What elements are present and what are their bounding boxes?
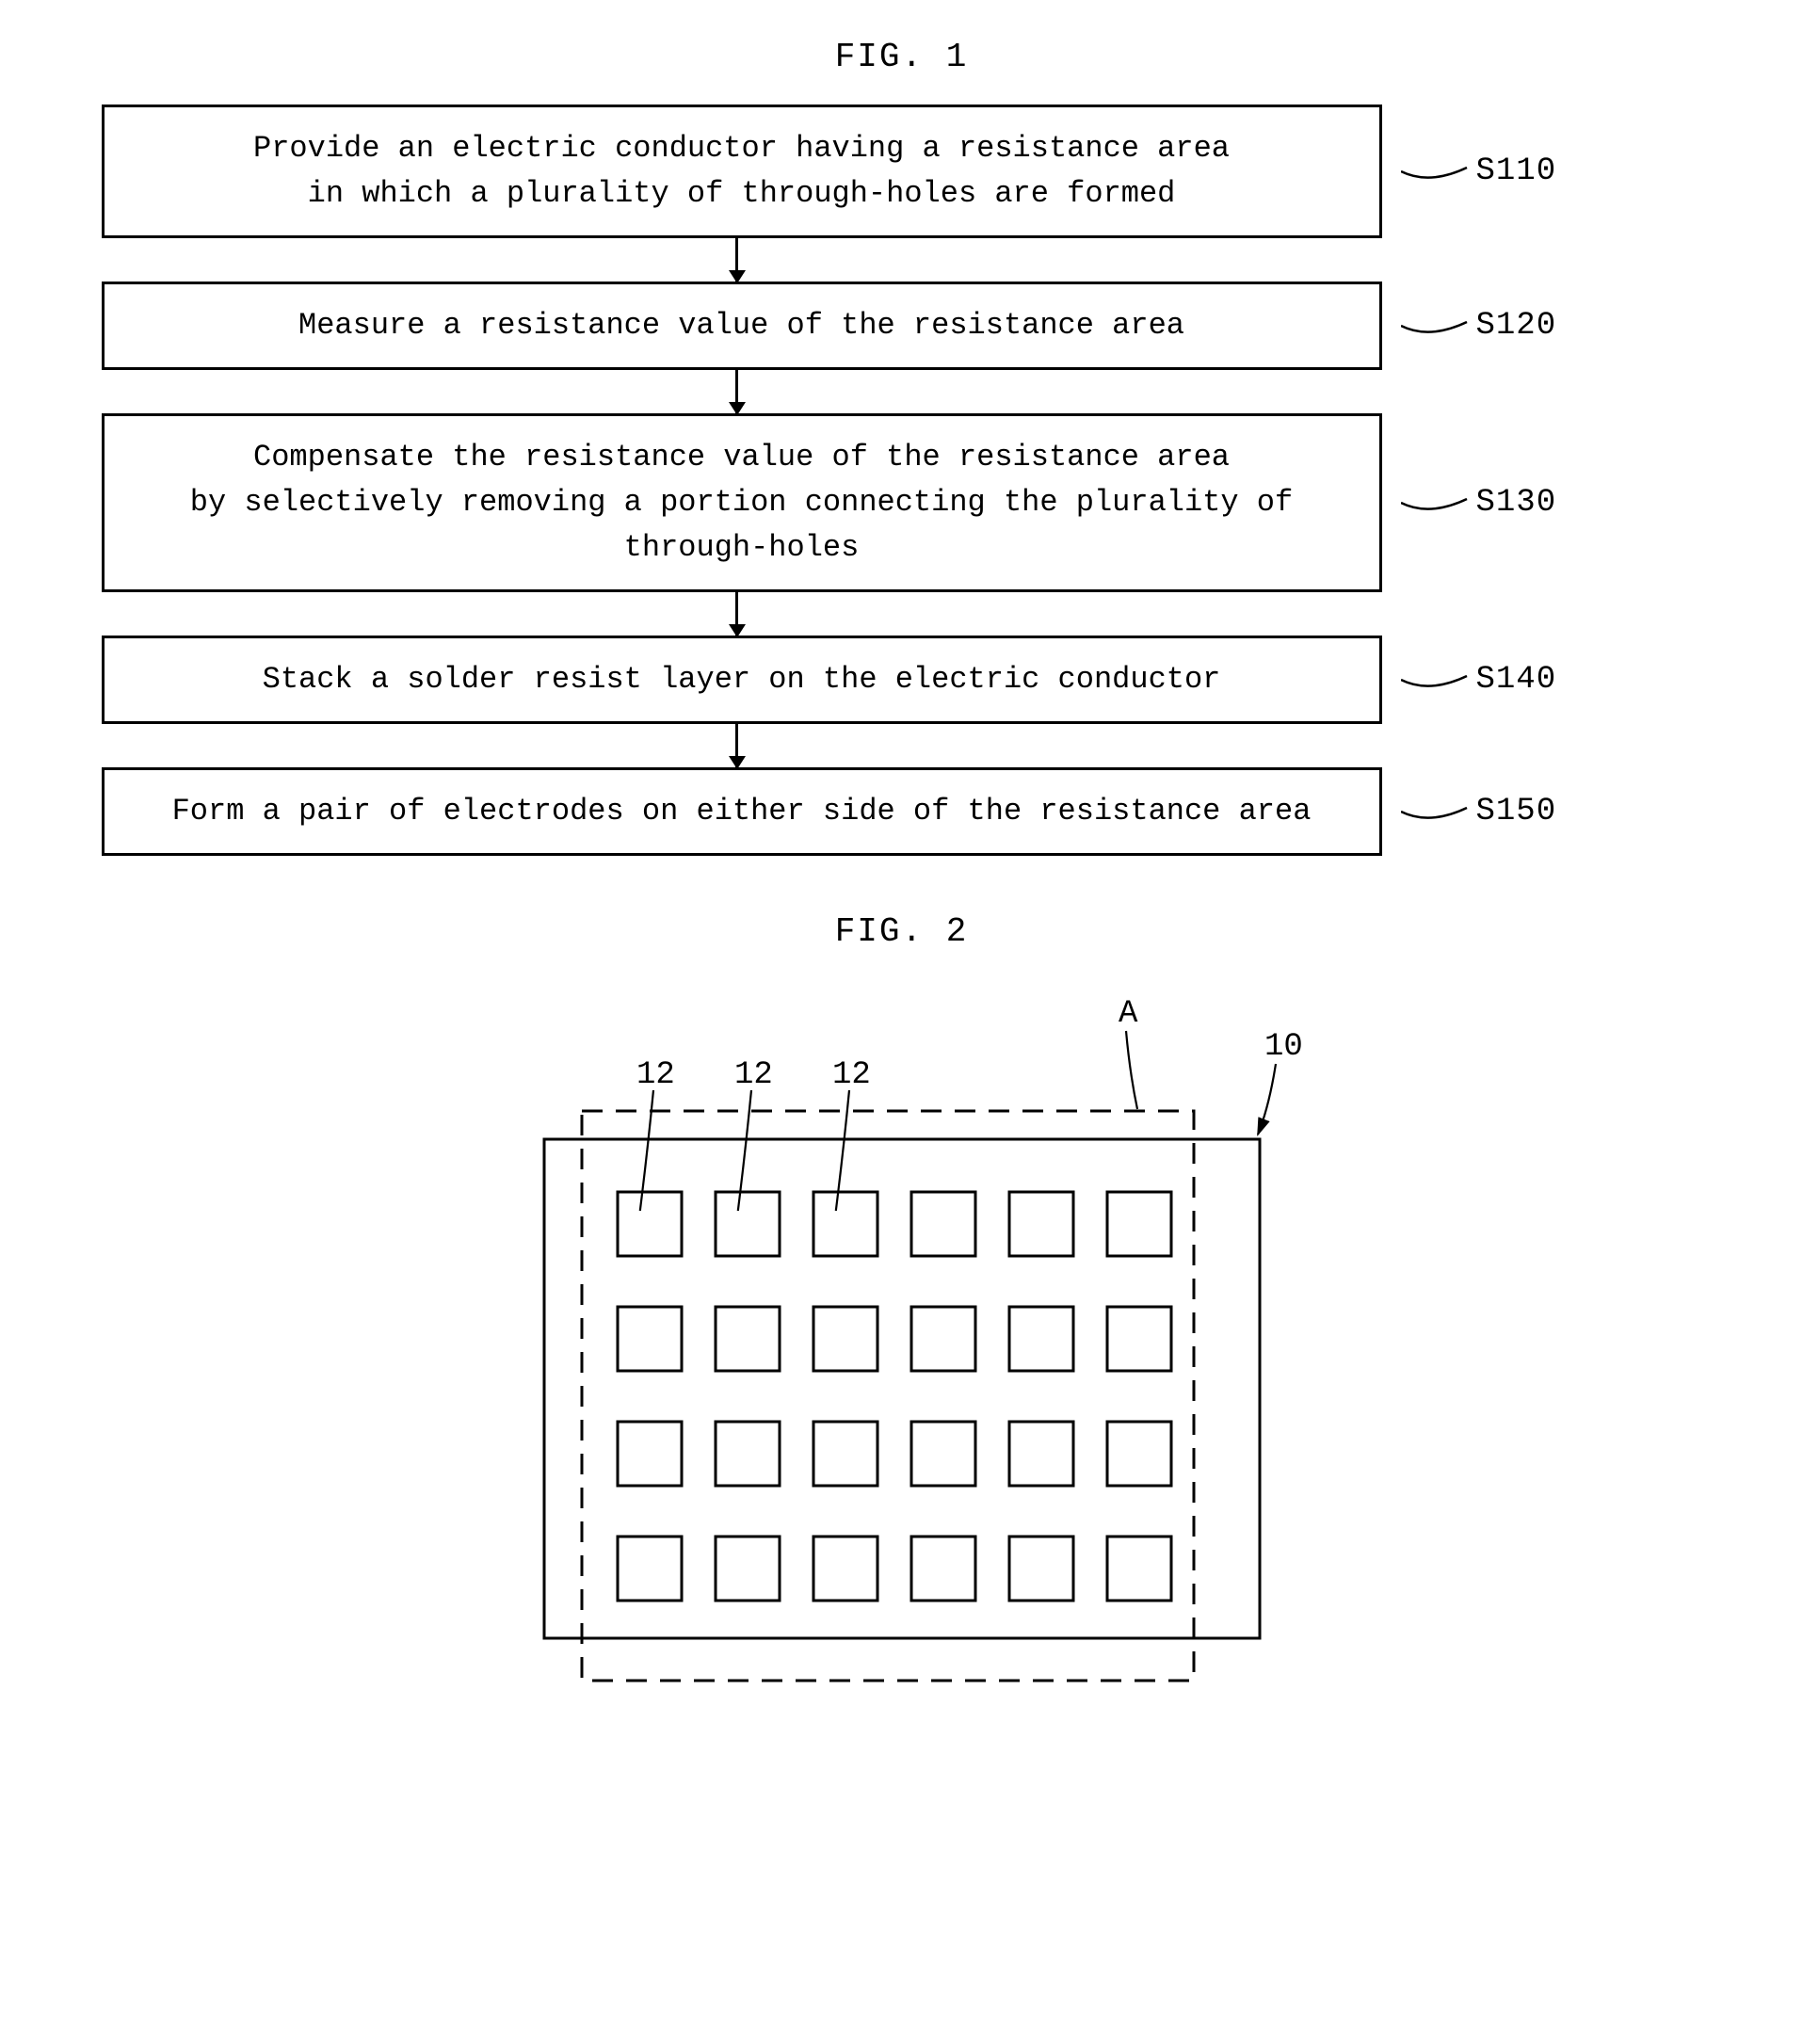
through-hole bbox=[1107, 1537, 1171, 1601]
through-hole bbox=[618, 1192, 682, 1256]
flow-step: Measure a resistance value of the resist… bbox=[102, 282, 1702, 370]
step-label: S130 bbox=[1476, 485, 1557, 521]
figure-2: FIG. 2 A 10 12 12 12 bbox=[75, 912, 1728, 1732]
resistance-area-outline bbox=[582, 1111, 1194, 1681]
flow-arrow-icon bbox=[735, 724, 738, 767]
flow-box: Stack a solder resist layer on the elect… bbox=[102, 636, 1382, 724]
through-hole bbox=[1009, 1307, 1073, 1371]
through-hole bbox=[911, 1307, 975, 1371]
through-hole bbox=[1107, 1422, 1171, 1486]
leader-arrow-icon bbox=[1258, 1064, 1276, 1135]
step-label-wrap: S140 bbox=[1382, 661, 1702, 699]
through-hole bbox=[618, 1422, 682, 1486]
flow-box: Measure a resistance value of the resist… bbox=[102, 282, 1382, 370]
figure-2-title: FIG. 2 bbox=[75, 912, 1728, 951]
flow-arrow-icon bbox=[735, 370, 738, 413]
through-hole bbox=[813, 1422, 877, 1486]
hole-label: 12 bbox=[832, 1057, 871, 1093]
figure-1-title: FIG. 1 bbox=[75, 38, 1728, 76]
through-hole bbox=[716, 1192, 780, 1256]
through-hole bbox=[716, 1422, 780, 1486]
conductor-label: 10 bbox=[1264, 1029, 1303, 1065]
through-hole bbox=[1009, 1422, 1073, 1486]
step-label-wrap: S130 bbox=[1382, 484, 1702, 522]
flow-step: Provide an electric conductor having a r… bbox=[102, 105, 1702, 238]
through-hole bbox=[1009, 1537, 1073, 1601]
flow-box: Compensate the resistance value of the r… bbox=[102, 413, 1382, 592]
through-hole bbox=[1009, 1192, 1073, 1256]
step-label: S140 bbox=[1476, 662, 1557, 698]
through-hole bbox=[716, 1307, 780, 1371]
figure-2-diagram: A 10 12 12 12 bbox=[459, 979, 1344, 1732]
through-hole bbox=[1107, 1192, 1171, 1256]
flow-step: Stack a solder resist layer on the elect… bbox=[102, 636, 1702, 724]
step-label-wrap: S150 bbox=[1382, 793, 1702, 830]
through-hole bbox=[911, 1537, 975, 1601]
through-hole bbox=[813, 1537, 877, 1601]
step-label: S150 bbox=[1476, 794, 1557, 829]
flow-step: Compensate the resistance value of the r… bbox=[102, 413, 1702, 592]
area-label: A bbox=[1119, 996, 1138, 1032]
step-label-wrap: S120 bbox=[1382, 307, 1702, 345]
through-hole bbox=[618, 1307, 682, 1371]
leader-line-icon bbox=[1401, 661, 1476, 699]
figure-2-diagram-wrap: A 10 12 12 12 bbox=[75, 979, 1728, 1732]
leader-line-icon bbox=[1401, 484, 1476, 522]
flow-step: Form a pair of electrodes on either side… bbox=[102, 767, 1702, 856]
through-hole bbox=[813, 1307, 877, 1371]
figure-1: FIG. 1 Provide an electric conductor hav… bbox=[75, 38, 1728, 856]
through-hole bbox=[1107, 1307, 1171, 1371]
through-hole bbox=[716, 1537, 780, 1601]
step-label-wrap: S110 bbox=[1382, 153, 1702, 190]
leader-line-icon bbox=[1401, 153, 1476, 190]
conductor-outline bbox=[544, 1139, 1260, 1638]
through-hole bbox=[618, 1537, 682, 1601]
leader-line-icon bbox=[1401, 307, 1476, 345]
hole-label: 12 bbox=[636, 1057, 675, 1093]
flow-arrow-icon bbox=[735, 592, 738, 636]
step-label: S120 bbox=[1476, 308, 1557, 344]
step-label: S110 bbox=[1476, 153, 1557, 189]
leader-line-icon bbox=[1126, 1031, 1137, 1109]
through-hole bbox=[813, 1192, 877, 1256]
flowchart: Provide an electric conductor having a r… bbox=[102, 105, 1702, 856]
flow-box: Provide an electric conductor having a r… bbox=[102, 105, 1382, 238]
through-hole bbox=[911, 1192, 975, 1256]
flow-box: Form a pair of electrodes on either side… bbox=[102, 767, 1382, 856]
through-hole bbox=[911, 1422, 975, 1486]
hole-label: 12 bbox=[734, 1057, 773, 1093]
flow-arrow-icon bbox=[735, 238, 738, 282]
leader-line-icon bbox=[1401, 793, 1476, 830]
